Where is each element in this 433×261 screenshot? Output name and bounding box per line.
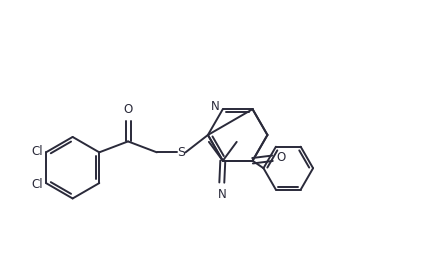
- Text: O: O: [123, 103, 132, 116]
- Text: S: S: [177, 146, 184, 159]
- Text: N: N: [217, 188, 226, 201]
- Text: Cl: Cl: [31, 145, 42, 158]
- Text: Cl: Cl: [31, 177, 42, 191]
- Text: N: N: [210, 100, 220, 113]
- Text: O: O: [277, 151, 286, 164]
